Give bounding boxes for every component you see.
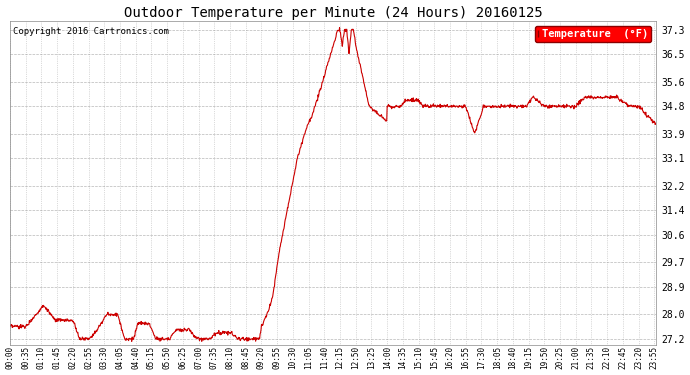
Title: Outdoor Temperature per Minute (24 Hours) 20160125: Outdoor Temperature per Minute (24 Hours… (124, 6, 542, 20)
Text: Copyright 2016 Cartronics.com: Copyright 2016 Cartronics.com (13, 27, 169, 36)
Legend: Temperature  (°F): Temperature (°F) (535, 26, 651, 42)
